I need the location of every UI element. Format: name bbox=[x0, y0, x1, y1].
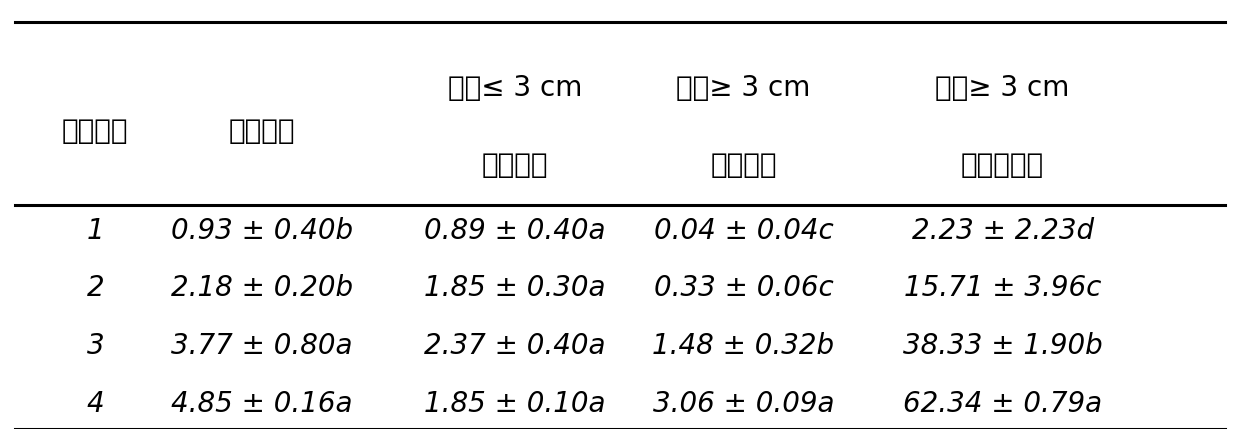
Text: 2.18 ± 0.20b: 2.18 ± 0.20b bbox=[171, 274, 353, 302]
Text: 苗的数量: 苗的数量 bbox=[482, 151, 548, 179]
Text: 0.33 ± 0.06c: 0.33 ± 0.06c bbox=[653, 274, 833, 302]
Text: 1.85 ± 0.30a: 1.85 ± 0.30a bbox=[424, 274, 606, 302]
Text: 2.37 ± 0.40a: 2.37 ± 0.40a bbox=[424, 332, 606, 360]
Text: 0.04 ± 0.04c: 0.04 ± 0.04c bbox=[653, 217, 833, 245]
Text: 茎高≤ 3 cm: 茎高≤ 3 cm bbox=[448, 74, 583, 102]
Text: 1.48 ± 0.32b: 1.48 ± 0.32b bbox=[652, 332, 835, 360]
Text: 茎高≥ 3 cm: 茎高≥ 3 cm bbox=[676, 74, 811, 102]
Text: 2.23 ± 2.23d: 2.23 ± 2.23d bbox=[911, 217, 1094, 245]
Text: 0.89 ± 0.40a: 0.89 ± 0.40a bbox=[424, 217, 606, 245]
Text: 增殖系数: 增殖系数 bbox=[228, 117, 295, 145]
Text: 3.06 ± 0.09a: 3.06 ± 0.09a bbox=[652, 390, 835, 418]
Text: 1.85 ± 0.10a: 1.85 ± 0.10a bbox=[424, 390, 606, 418]
Text: 苗的数量: 苗的数量 bbox=[711, 151, 776, 179]
Text: 茎高≥ 3 cm: 茎高≥ 3 cm bbox=[935, 74, 1070, 102]
Text: 苗的百分比: 苗的百分比 bbox=[961, 151, 1044, 179]
Text: 2: 2 bbox=[87, 274, 104, 302]
Text: 0.93 ± 0.40b: 0.93 ± 0.40b bbox=[171, 217, 353, 245]
Text: 3.77 ± 0.80a: 3.77 ± 0.80a bbox=[171, 332, 352, 360]
Text: 4: 4 bbox=[87, 390, 104, 418]
Text: 4.85 ± 0.16a: 4.85 ± 0.16a bbox=[171, 390, 352, 418]
Text: 继代次数: 继代次数 bbox=[62, 117, 129, 145]
Text: 62.34 ± 0.79a: 62.34 ± 0.79a bbox=[903, 390, 1102, 418]
Text: 3: 3 bbox=[87, 332, 104, 360]
Text: 38.33 ± 1.90b: 38.33 ± 1.90b bbox=[903, 332, 1102, 360]
Text: 1: 1 bbox=[87, 217, 104, 245]
Text: 15.71 ± 3.96c: 15.71 ± 3.96c bbox=[904, 274, 1101, 302]
